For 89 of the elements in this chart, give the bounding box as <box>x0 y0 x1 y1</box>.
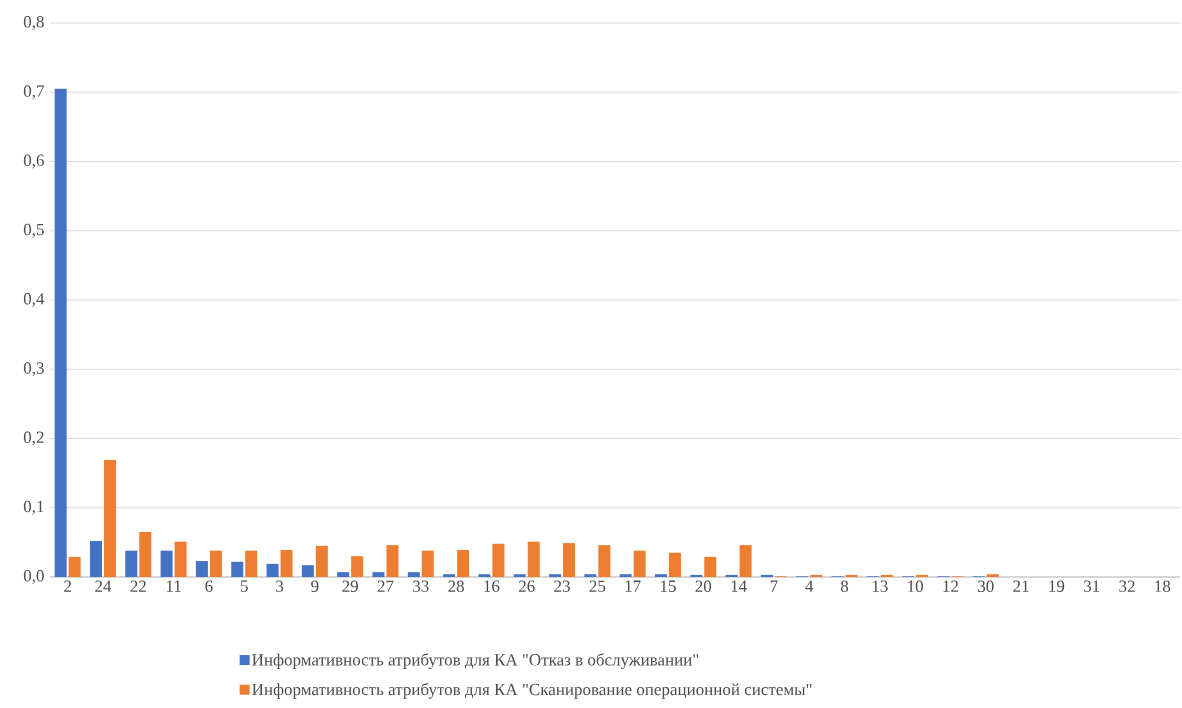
x-tick-label: 2 <box>64 580 71 592</box>
bar <box>54 88 67 577</box>
x-tick-label: 12 <box>943 580 959 592</box>
bar <box>880 574 893 577</box>
y-tick-label: 0,3 <box>23 362 44 377</box>
x-tick-label: 17 <box>625 580 641 592</box>
x-tick-label: 23 <box>554 580 570 592</box>
y-tick-label: 0,2 <box>23 431 44 446</box>
bar <box>492 543 505 577</box>
y-tick-label: 0,6 <box>23 154 44 169</box>
y-tick-label: 0,0 <box>23 570 44 584</box>
x-tick-label: 27 <box>377 580 394 592</box>
bar <box>315 545 328 577</box>
bar <box>174 541 187 577</box>
x-tick-label: 26 <box>518 580 535 592</box>
bar <box>68 556 81 577</box>
bar <box>654 574 667 577</box>
bar <box>916 574 929 577</box>
x-tick-label: 33 <box>413 580 429 592</box>
bar <box>478 574 491 577</box>
x-tick-label: 18 <box>1155 580 1171 592</box>
bar <box>386 545 399 577</box>
bar <box>513 574 526 577</box>
bar <box>443 574 456 577</box>
bar <box>563 543 576 577</box>
bar <box>245 550 258 577</box>
bar <box>845 574 858 577</box>
x-tick-label: 30 <box>978 580 994 592</box>
bar <box>619 574 632 577</box>
x-tick-label: 28 <box>448 580 464 592</box>
x-tick-label: 29 <box>342 580 358 592</box>
bar <box>739 545 752 577</box>
bar <box>549 574 562 577</box>
bar <box>690 574 703 577</box>
x-tick-label: 9 <box>311 580 319 592</box>
bar <box>160 550 173 577</box>
x-tick-label: 16 <box>484 580 500 592</box>
x-tick-label: 31 <box>1084 580 1100 592</box>
x-tick-label: 13 <box>872 580 888 592</box>
x-tick-label: 4 <box>805 580 814 592</box>
x-tick-label: 5 <box>240 580 248 592</box>
bar <box>668 552 681 577</box>
bar <box>139 531 152 577</box>
legend-label: Информативность атрибутов для КА "Сканирование операционной системы" <box>252 682 812 699</box>
bar <box>337 572 350 577</box>
bar <box>760 574 773 577</box>
bar <box>527 541 540 577</box>
x-tick-label: 7 <box>770 580 778 592</box>
bar <box>584 574 597 577</box>
bar <box>280 549 293 577</box>
bar <box>89 540 102 577</box>
bar <box>195 561 208 577</box>
bar <box>209 550 222 577</box>
bar <box>633 550 646 577</box>
y-tick-label: 0,4 <box>23 293 45 307</box>
bar <box>372 572 385 577</box>
bar <box>231 561 244 577</box>
bar <box>301 565 314 577</box>
bar <box>986 574 999 577</box>
x-tick-label: 15 <box>660 580 676 592</box>
bar <box>125 550 138 577</box>
y-tick-label: 0,1 <box>23 500 44 515</box>
y-tick-label: 0,7 <box>23 85 44 100</box>
bar <box>351 556 364 577</box>
x-tick-label: 25 <box>589 580 606 592</box>
bar <box>421 550 434 577</box>
bar <box>407 572 420 577</box>
bar <box>103 459 116 577</box>
bar <box>704 556 717 577</box>
x-tick-label: 3 <box>276 580 284 592</box>
x-tick-label: 20 <box>695 580 712 592</box>
x-tick-label: 8 <box>840 580 849 592</box>
bar <box>810 574 823 577</box>
bar <box>725 574 738 577</box>
x-tick-label: 11 <box>166 580 181 592</box>
bar <box>598 545 611 577</box>
bar <box>266 563 279 577</box>
y-tick-label: 0,5 <box>23 223 44 238</box>
x-tick-label: 19 <box>1049 580 1065 592</box>
x-tick-label: 32 <box>1119 580 1135 592</box>
bar <box>457 549 470 577</box>
x-tick-label: 10 <box>908 580 924 592</box>
legend-label: Информативность атрибутов для КА "Отказ в обслуживании" <box>252 653 699 670</box>
x-tick-label: 6 <box>205 580 213 592</box>
x-tick-label: 22 <box>130 580 146 592</box>
x-tick-label: 14 <box>731 580 747 592</box>
y-tick-label: 0,8 <box>23 16 44 30</box>
x-tick-label: 21 <box>1013 580 1029 592</box>
x-tick-label: 24 <box>95 580 112 592</box>
